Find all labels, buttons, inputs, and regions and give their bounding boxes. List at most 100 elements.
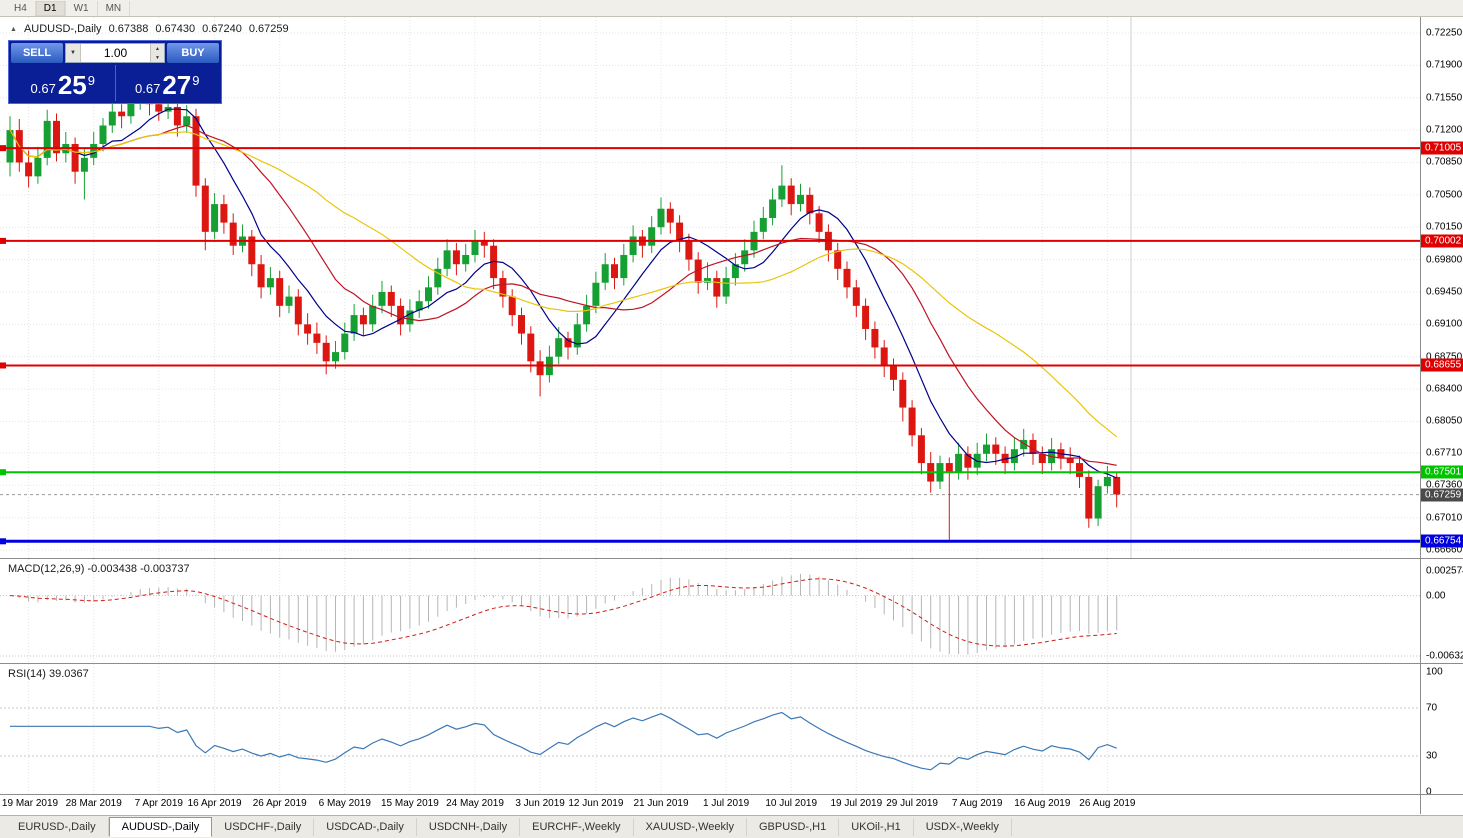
candle <box>871 328 879 348</box>
candle <box>1066 458 1074 464</box>
chart-tab-usdcnh-daily[interactable]: USDCNH-,Daily <box>417 818 521 836</box>
panel-separator[interactable] <box>0 663 1463 664</box>
candle <box>592 282 600 306</box>
level-handle[interactable] <box>0 362 6 369</box>
chart-tab-audusd-daily[interactable]: AUDUSD-,Daily <box>108 817 213 837</box>
level-price-badge: 0.68655 <box>1421 358 1463 372</box>
buy-price-button[interactable]: 0.67 27 9 <box>116 65 220 101</box>
rsi-scale-label: 0 <box>1426 786 1432 798</box>
one-click-price-row: 0.67 25 9 0.67 27 9 <box>11 65 219 101</box>
volume-up-icon[interactable]: ▲ <box>151 44 164 53</box>
chart-tab-gbpusd-h1[interactable]: GBPUSD-,H1 <box>747 818 840 836</box>
candle <box>1103 476 1111 487</box>
level-price-badge: 0.66754 <box>1421 534 1463 548</box>
ohlc-open: 0.67388 <box>108 23 149 35</box>
chart-tab-usdcad-daily[interactable]: USDCAD-,Daily <box>314 818 417 836</box>
volume-control[interactable]: ▼ 1.00 ▲ ▼ <box>65 43 165 63</box>
chart-tab-eurchf-weekly[interactable]: EURCHF-,Weekly <box>520 818 634 836</box>
price-scale-label: 0.69450 <box>1426 286 1463 298</box>
candle <box>155 104 163 112</box>
chart-tab-ukoil-h1[interactable]: UKOil-,H1 <box>839 818 914 836</box>
candle <box>99 125 107 144</box>
candle <box>880 347 888 366</box>
date-tick-label: 26 Apr 2019 <box>252 798 307 809</box>
level-handle[interactable] <box>0 145 6 152</box>
candle <box>964 453 972 468</box>
level-handle[interactable] <box>0 538 6 545</box>
candle <box>173 106 181 126</box>
candle <box>657 208 665 228</box>
candle <box>276 278 284 306</box>
candle <box>183 116 191 126</box>
sell-button[interactable]: SELL <box>11 43 63 63</box>
volume-spinner[interactable]: ▲ ▼ <box>150 44 164 62</box>
candle <box>611 264 618 279</box>
price-scale-label: 0.70500 <box>1426 189 1463 201</box>
candle <box>211 204 219 232</box>
price-scale-label: 0.67360 <box>1426 479 1463 491</box>
candle <box>908 407 916 436</box>
candle <box>983 444 990 454</box>
volume-value[interactable]: 1.00 <box>103 46 128 60</box>
candle <box>266 278 274 288</box>
candle <box>843 268 851 288</box>
date-tick-label: 19 Mar 2019 <box>1 798 59 809</box>
buy-price-big: 27 <box>162 70 192 100</box>
date-tick-label: 28 Mar 2019 <box>65 798 122 809</box>
timeframe-h4[interactable]: H4 <box>6 0 36 16</box>
ohlc-low: 0.67240 <box>202 23 242 35</box>
chart-tab-usdchf-daily[interactable]: USDCHF-,Daily <box>212 818 315 836</box>
macd-panel[interactable] <box>0 559 1420 663</box>
chart-ohlc-header: ▲ AUDUSD-,Daily 0.67388 0.67430 0.67240 … <box>10 23 289 35</box>
candle <box>629 236 637 255</box>
candle <box>704 278 711 283</box>
level-handle[interactable] <box>0 469 6 476</box>
timeframe-w1[interactable]: W1 <box>66 0 98 16</box>
rsi-scale-label: 70 <box>1426 702 1438 714</box>
timeframe-d1[interactable]: D1 <box>35 0 66 16</box>
chart-tab-xauusd-weekly[interactable]: XAUUSD-,Weekly <box>634 818 747 836</box>
volume-down-icon[interactable]: ▼ <box>151 53 164 62</box>
timeframe-toolbar: H4 D1 W1 MN <box>0 0 1463 17</box>
candle <box>648 227 656 246</box>
volume-dropdown-icon[interactable]: ▼ <box>66 44 81 62</box>
sell-price-prefix: 0.67 <box>30 81 56 96</box>
candle <box>620 254 628 279</box>
panel-separator[interactable] <box>0 558 1463 559</box>
candle <box>722 278 730 297</box>
date-tick-label: 7 Aug 2019 <box>951 798 1003 809</box>
date-tick-label: 15 May 2019 <box>380 798 439 809</box>
chart-tab-eurusd-daily[interactable]: EURUSD-,Daily <box>6 818 109 836</box>
candle <box>471 241 479 255</box>
candle <box>787 185 795 205</box>
candle <box>434 268 442 288</box>
date-axis[interactable]: 19 Mar 2019 28 Mar 2019 7 Apr 2019 16 Apr 2… <box>0 795 1420 814</box>
candle <box>797 194 804 205</box>
candle <box>332 352 339 362</box>
candle <box>1085 476 1093 519</box>
timeframe-mn[interactable]: MN <box>98 0 131 16</box>
candle <box>666 208 674 223</box>
price-scale[interactable]: 0.72250 0.71900 0.71550 0.71200 0.70850 0.705… <box>1421 17 1463 814</box>
chart-tab-usdx-weekly[interactable]: USDX-,Weekly <box>914 818 1012 836</box>
candle <box>1010 449 1018 464</box>
candle <box>369 305 377 325</box>
candle <box>536 361 544 376</box>
candle <box>945 463 953 473</box>
sell-price-sup: 9 <box>87 73 95 88</box>
candle <box>397 305 405 325</box>
main-chart[interactable] <box>0 17 1420 558</box>
candle <box>555 338 563 357</box>
price-scale-label: 0.69100 <box>1426 318 1463 330</box>
buy-button[interactable]: BUY <box>167 43 219 63</box>
sell-price-button[interactable]: 0.67 25 9 <box>11 65 115 101</box>
macd-label: MACD(12,26,9) -0.003438 -0.003737 <box>8 563 190 575</box>
price-scale-label: 0.66660 <box>1426 544 1463 556</box>
ohlc-close: 0.67259 <box>248 23 289 35</box>
date-tick-label: 10 Jul 2019 <box>765 798 818 809</box>
collapse-panel-icon[interactable]: ▲ <box>10 25 17 33</box>
rsi-panel[interactable] <box>0 664 1420 794</box>
level-handle[interactable] <box>0 237 6 244</box>
candle <box>676 222 684 242</box>
